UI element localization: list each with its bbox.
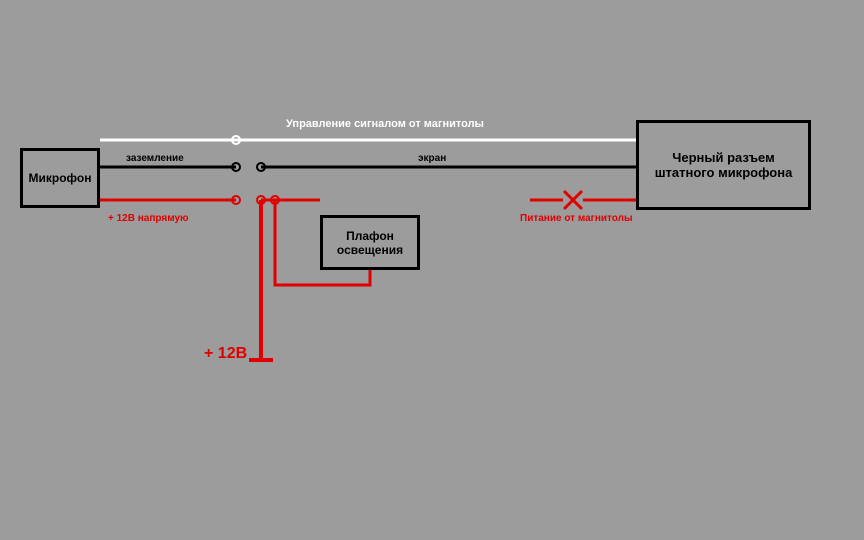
wire-red-lamp-return — [275, 200, 370, 285]
wiring-diagram — [0, 0, 864, 540]
cut-mark-icon — [564, 191, 582, 209]
